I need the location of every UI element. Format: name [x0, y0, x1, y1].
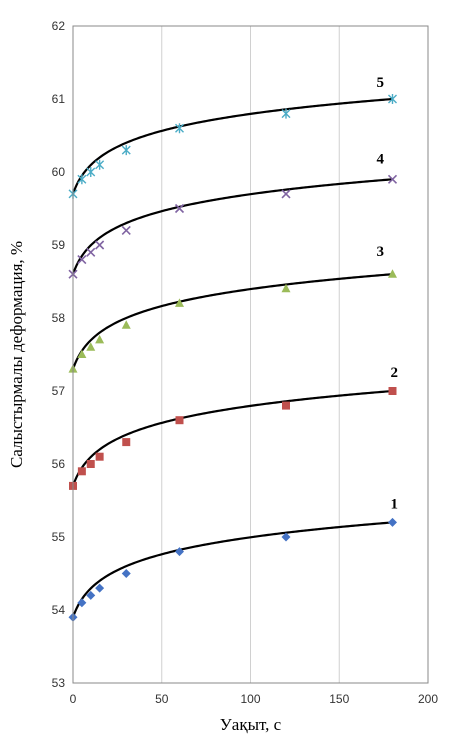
curve-label-4: 4	[377, 151, 385, 167]
trendlines	[71, 97, 393, 618]
curve-labels: 1 2 3 4 5	[377, 75, 399, 512]
data-point-series-3	[95, 334, 105, 344]
plot-area-border	[72, 25, 429, 684]
y-tick-label: 54	[52, 603, 66, 617]
data-point-series-4	[121, 225, 131, 235]
y-tick-label: 56	[52, 457, 66, 471]
data-point-series-1	[388, 517, 397, 527]
data-point-series-5	[95, 159, 105, 170]
data-point-series-2	[77, 467, 86, 476]
data-points	[68, 94, 398, 622]
data-point-series-4	[95, 240, 105, 250]
data-point-series-2	[86, 460, 95, 468]
data-point-series-3	[77, 349, 87, 358]
data-point-series-5	[86, 167, 96, 177]
data-point-series-4	[174, 203, 185, 214]
curve-label-3: 3	[377, 244, 385, 260]
data-point-series-5	[281, 108, 291, 119]
data-point-series-2	[95, 452, 104, 461]
trendline-2	[71, 389, 393, 487]
trendline-5	[71, 97, 393, 195]
y-tick-label: 60	[52, 165, 66, 179]
data-point-series-1	[77, 598, 87, 608]
data-point-series-5	[388, 94, 397, 104]
grid-lines	[72, 26, 429, 683]
x-tick-label: 0	[70, 692, 77, 706]
data-point-series-3	[86, 342, 96, 351]
data-point-series-1	[95, 583, 105, 593]
x-axis-label: Уақыт, с	[220, 715, 282, 734]
data-point-series-1	[121, 569, 131, 578]
curve-label-1: 1	[391, 496, 399, 512]
y-tick-label: 57	[52, 384, 66, 398]
data-point-series-4	[387, 174, 398, 184]
y-axis-ticks: 53 54 55 56 57 58 59 60 61 62	[52, 19, 66, 690]
data-point-series-1	[86, 590, 96, 600]
data-point-series-3	[121, 320, 131, 329]
data-point-series-5	[121, 145, 131, 156]
y-tick-label: 58	[52, 311, 66, 325]
trendline-4	[71, 178, 393, 275]
x-tick-label: 150	[329, 692, 349, 706]
y-tick-label: 62	[52, 19, 66, 33]
y-tick-label: 53	[52, 676, 66, 690]
data-point-series-2	[175, 416, 184, 425]
curve-label-2: 2	[391, 365, 399, 381]
data-point-series-5	[77, 174, 87, 185]
y-tick-label: 55	[52, 530, 66, 544]
curve-label-5: 5	[377, 75, 385, 91]
x-tick-label: 100	[240, 692, 260, 706]
data-point-series-3	[281, 283, 291, 293]
data-point-series-5	[175, 123, 184, 134]
y-tick-label: 59	[52, 238, 66, 252]
y-tick-label: 61	[52, 92, 66, 106]
data-point-series-4	[86, 247, 96, 257]
data-point-series-4	[281, 189, 291, 199]
x-tick-label: 200	[418, 692, 438, 706]
data-point-series-2	[122, 438, 131, 447]
data-point-series-2	[388, 387, 397, 395]
trendline-3	[71, 273, 393, 370]
data-point-series-1	[281, 532, 291, 542]
data-point-series-1	[175, 547, 184, 557]
data-point-series-3	[175, 298, 184, 307]
data-point-series-4	[77, 255, 87, 265]
data-point-series-2	[282, 401, 290, 410]
trendline-1	[71, 521, 393, 618]
y-axis-label: Салыстырмалы деформация, %	[7, 241, 26, 468]
x-axis-ticks: 0 50 100 150 200	[70, 692, 439, 706]
data-point-series-3	[388, 269, 397, 278]
x-tick-label: 50	[155, 692, 169, 706]
